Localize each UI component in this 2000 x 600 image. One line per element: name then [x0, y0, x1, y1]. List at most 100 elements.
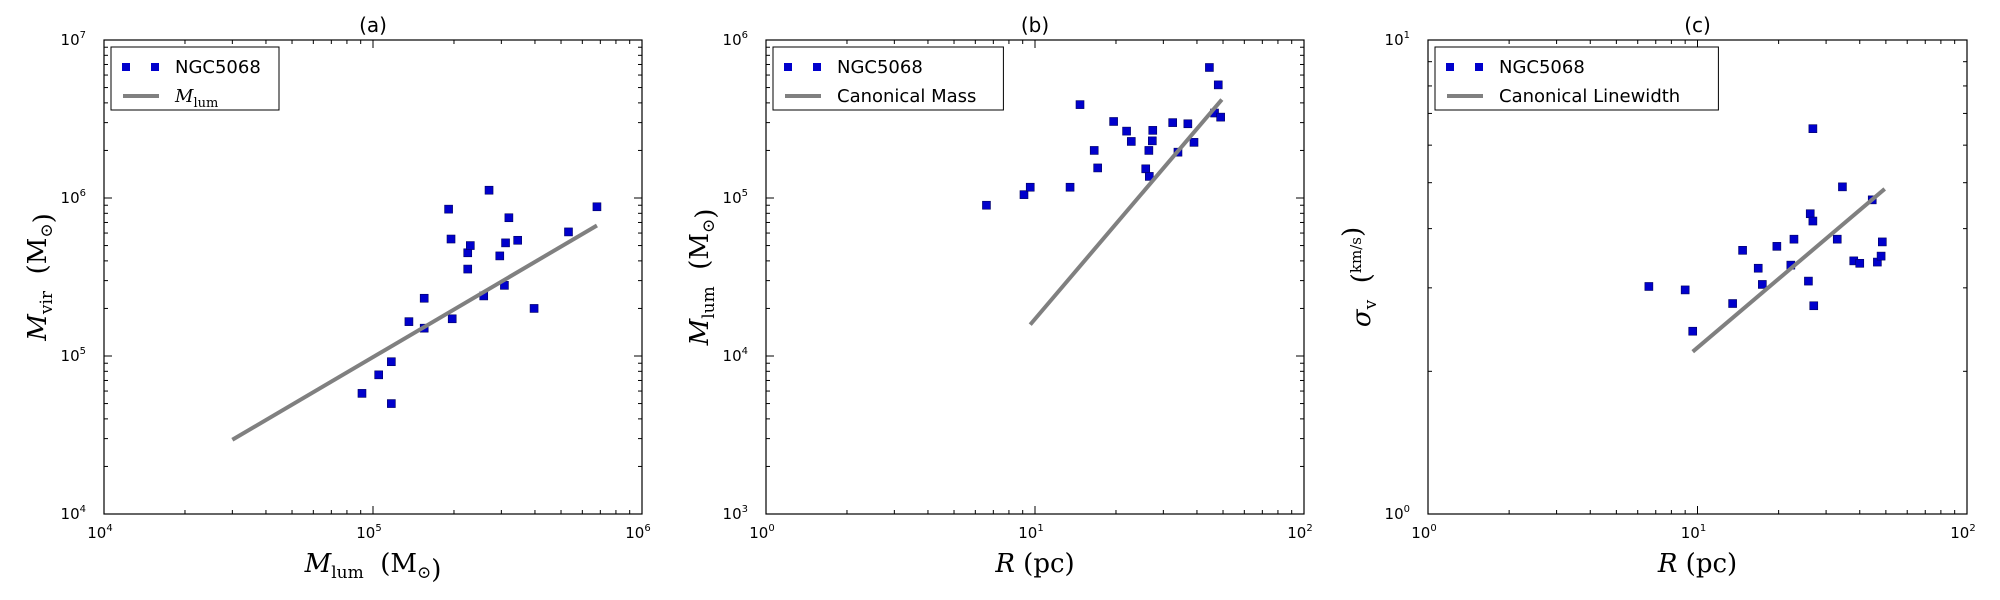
data-point [564, 227, 573, 237]
legend: NGC5068 Canonical Linewidth [1434, 46, 1719, 111]
data-point [504, 213, 514, 223]
data-point [419, 293, 429, 303]
data-point [1789, 234, 1799, 244]
data-point [1205, 63, 1214, 72]
data-point [1805, 209, 1815, 219]
legend-label: Mlum [174, 86, 218, 111]
data-point [529, 304, 539, 313]
y-tick-label: 105 [61, 346, 86, 365]
x-tick-label: 104 [87, 523, 112, 542]
legend-box [110, 46, 280, 111]
data-point [1126, 137, 1136, 146]
fit-line [1028, 98, 1224, 326]
fit-line [1691, 187, 1886, 354]
legend-marker [784, 63, 792, 71]
data-point [463, 248, 473, 258]
data-point [1832, 234, 1842, 244]
data-point [1025, 182, 1035, 192]
y-tick-label: 106 [61, 188, 86, 207]
data-point [1738, 246, 1747, 255]
data-point [1808, 124, 1818, 133]
y-tick-label: 104 [61, 504, 86, 523]
data-point [1183, 119, 1193, 129]
data-point [592, 202, 602, 212]
data-point [374, 370, 383, 380]
data-point [1189, 138, 1199, 147]
data-point [1804, 276, 1813, 286]
data-point [1809, 301, 1819, 311]
data-point [1758, 280, 1767, 289]
data-point [446, 234, 456, 244]
data-point [1148, 136, 1157, 146]
chart-panel-3: 100 101 102 100 101 (c) R (pc) σv (km/s) NGC5068… [1338, 13, 1976, 579]
y-axis-label: Mvir (M⊙) [23, 213, 59, 342]
data-point [447, 314, 457, 324]
data-point [1089, 146, 1099, 155]
data-point [404, 317, 414, 326]
data-point [1878, 237, 1887, 247]
x-tick-label: 101 [1018, 523, 1043, 542]
plot-frame [103, 39, 643, 515]
chart-panel-2: 100 101 102 103 104 105 106 (b) R (pc) Mlum (M⊙) N… [685, 13, 1313, 579]
data-point [357, 389, 367, 398]
x-axis-label: Mlum (M⊙) [304, 549, 442, 585]
legend-label: Canonical Mass [837, 86, 976, 107]
y-axis-label: Mlum (M⊙) [685, 209, 721, 347]
data-point [1728, 299, 1737, 308]
data-point [1688, 326, 1698, 336]
data-point [1644, 282, 1654, 291]
data-point [463, 264, 473, 274]
y-axis-label: σv (km/s) [1338, 227, 1381, 327]
data-point [1855, 258, 1865, 268]
y-tick-label: 101 [1385, 30, 1410, 49]
legend-marker [122, 63, 130, 71]
y-tick-label: 107 [61, 30, 86, 49]
data-point [501, 238, 510, 248]
data-point [1876, 251, 1886, 261]
x-tick-label: 101 [1681, 523, 1706, 542]
plot-frame [765, 39, 1305, 515]
data-point [466, 241, 475, 250]
fit-line [231, 223, 598, 442]
data-point [387, 357, 396, 367]
data-point [1168, 118, 1177, 127]
chart-title: (c) [1684, 13, 1711, 37]
y-tick-label: 104 [723, 346, 748, 365]
y-tick-label: 106 [723, 30, 748, 49]
x-tick-label: 106 [625, 523, 650, 542]
x-tick-label: 100 [1411, 523, 1436, 542]
legend-box [1434, 46, 1719, 111]
legend-label: NGC5068 [175, 57, 261, 78]
plot-frame [1427, 39, 1968, 515]
legend-label: NGC5068 [837, 57, 923, 78]
legend-box [772, 46, 1004, 111]
x-tick-label: 102 [1950, 523, 1975, 542]
x-tick-label: 100 [749, 523, 774, 542]
data-point [513, 235, 522, 245]
y-tick-label: 103 [723, 504, 748, 523]
data-point [1213, 80, 1223, 90]
x-tick-label: 102 [1287, 523, 1312, 542]
data-point [1148, 126, 1158, 135]
legend-label: Canonical Linewidth [1499, 86, 1680, 107]
data-point [387, 399, 396, 408]
data-point [1065, 182, 1075, 192]
data-point [1075, 100, 1085, 109]
data-point [1093, 163, 1102, 173]
x-tick-label: 105 [356, 523, 381, 542]
legend-marker [1446, 63, 1454, 71]
data-point [1141, 164, 1151, 174]
chart-panel-1: 104 105 106 104 105 106 107 (a) Mlum (M⊙) Mvir (M… [23, 13, 651, 585]
legend-marker [151, 63, 159, 71]
legend: NGC5068 Canonical Mass [772, 46, 1004, 111]
data-point [1680, 285, 1690, 295]
legend-marker [813, 63, 821, 71]
data-point [484, 185, 494, 195]
legend-label: NGC5068 [1499, 57, 1585, 78]
data-point [1144, 146, 1154, 155]
data-point [1122, 126, 1131, 136]
data-point [495, 251, 505, 261]
legend-marker [1475, 63, 1483, 71]
y-tick-label: 105 [723, 188, 748, 207]
